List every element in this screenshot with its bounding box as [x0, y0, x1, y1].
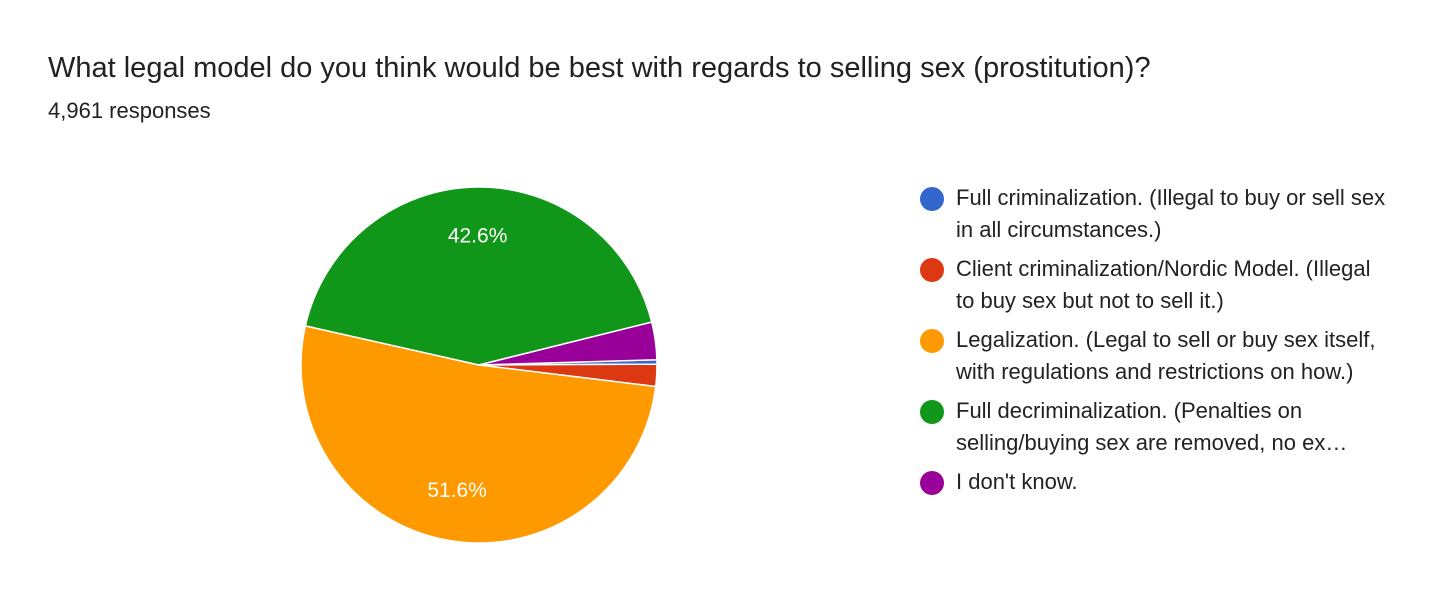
legend-label: Client criminalization/Nordic Model. (Il…: [956, 256, 1371, 313]
legend-item: I don't know.: [920, 466, 1390, 498]
legend-label: I don't know.: [956, 469, 1078, 494]
legend-item: Client criminalization/Nordic Model. (Il…: [920, 253, 1390, 317]
legend-item: Full criminalization. (Illegal to buy or…: [920, 182, 1390, 246]
slice-label: 42.6%: [448, 224, 508, 247]
pie-slice: [478, 321, 658, 366]
legend-item: Legalization. (Legal to sell or buy sex …: [920, 324, 1390, 388]
slice-label: 51.6%: [427, 479, 487, 502]
legend-label: Legalization. (Legal to sell or buy sex …: [956, 327, 1376, 384]
legend-marker: [920, 471, 944, 495]
pie-slice: [304, 186, 653, 366]
legend-label: Full decriminalization. (Penalties on se…: [956, 398, 1348, 455]
legend: Full criminalization. (Illegal to buy or…: [920, 182, 1390, 505]
legend-label: Full criminalization. (Illegal to buy or…: [956, 185, 1386, 242]
chart-subtitle: 4,961 responses: [48, 98, 211, 123]
legend-marker: [920, 329, 944, 353]
pie-slice: [300, 324, 657, 544]
legend-marker: [920, 400, 944, 424]
legend-marker: [920, 187, 944, 211]
chart-title: What legal model do you think would be b…: [48, 52, 1151, 84]
legend-item: Full decriminalization. (Penalties on se…: [920, 395, 1390, 459]
legend-marker: [920, 258, 944, 282]
